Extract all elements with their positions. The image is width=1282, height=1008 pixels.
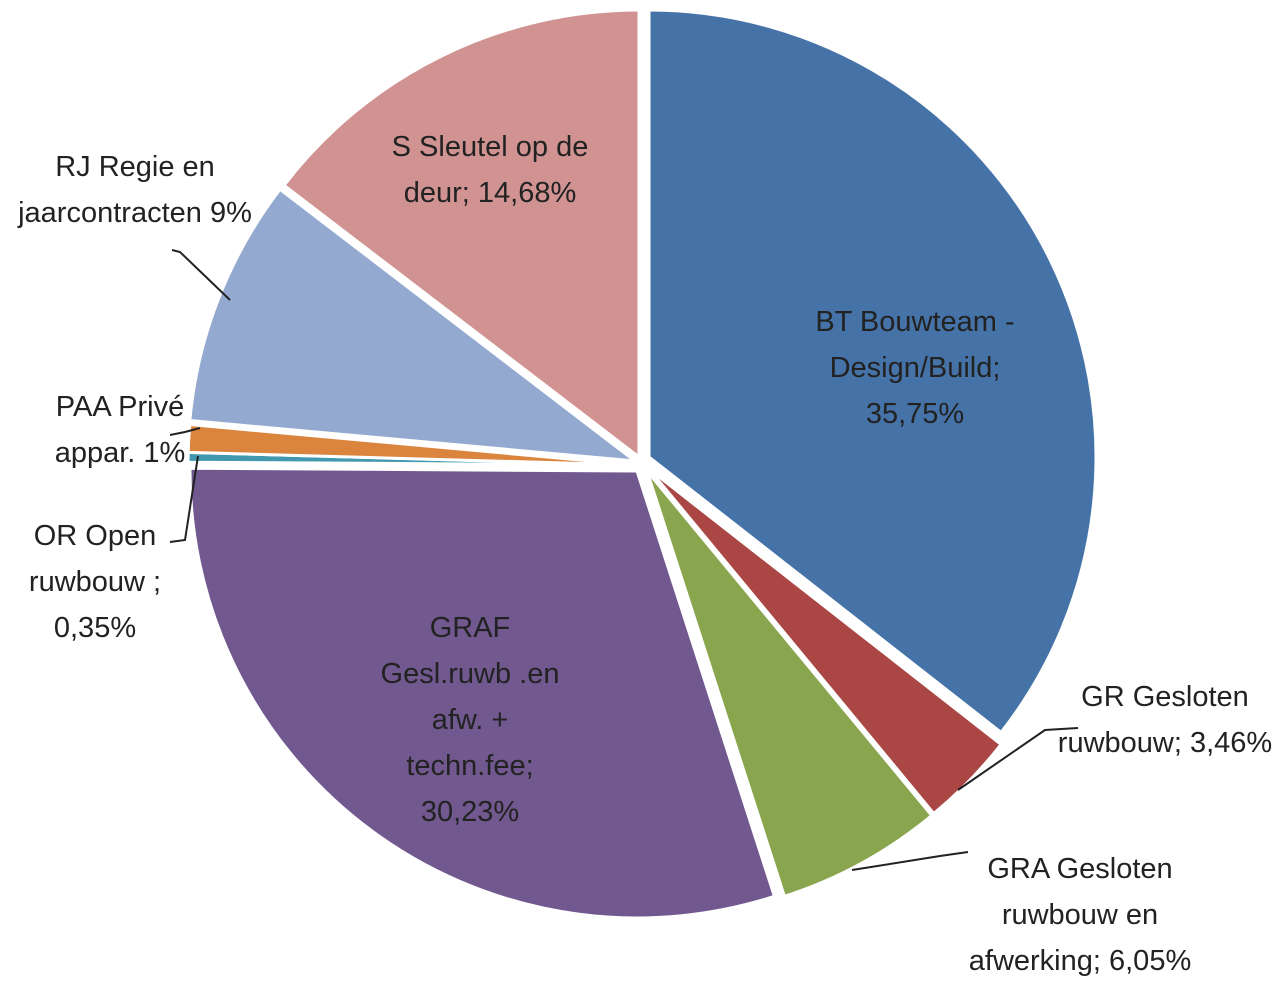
category-label: GRAF Gesl.ruwb .en afw. + techn.fee; <box>381 612 560 782</box>
slice-label: PAA Privé appar. 1% <box>35 384 205 476</box>
value-label: 35,75% <box>866 398 964 430</box>
value-label: 9% <box>210 197 252 229</box>
chart: BT Bouwteam - Design/Build; 35,75% GR Ges… <box>0 0 1282 1008</box>
value-label: 1% <box>143 437 185 469</box>
slice-label: OR Open ruwbouw ; 0,35% <box>0 513 190 651</box>
category-label: RJ Regie en jaarcontracten <box>18 151 215 229</box>
slice-label: GRAF Gesl.ruwb .en afw. + techn.fee; 30,… <box>375 605 565 835</box>
slice-label: RJ Regie en jaarcontracten 9% <box>5 144 265 236</box>
slice-label: BT Bouwteam - Design/Build; 35,75% <box>790 299 1040 437</box>
value-label: 30,23% <box>421 796 519 828</box>
value-label: 6,05% <box>1109 945 1191 977</box>
category-label: OR Open ruwbouw ; <box>29 520 161 598</box>
slice-label: GR Gesloten ruwbouw; 3,46% <box>1058 674 1273 766</box>
slice-label: GRA Gesloten ruwbouw en afwerking; 6,05% <box>963 846 1198 984</box>
slice-label: S Sleutel op de deur; 14,68% <box>355 124 625 216</box>
leader-line <box>172 250 230 300</box>
value-label: 14,68% <box>478 177 576 209</box>
category-label: BT Bouwteam - Design/Build; <box>815 306 1014 384</box>
value-label: 3,46% <box>1190 727 1272 759</box>
value-label: 0,35% <box>54 612 136 644</box>
